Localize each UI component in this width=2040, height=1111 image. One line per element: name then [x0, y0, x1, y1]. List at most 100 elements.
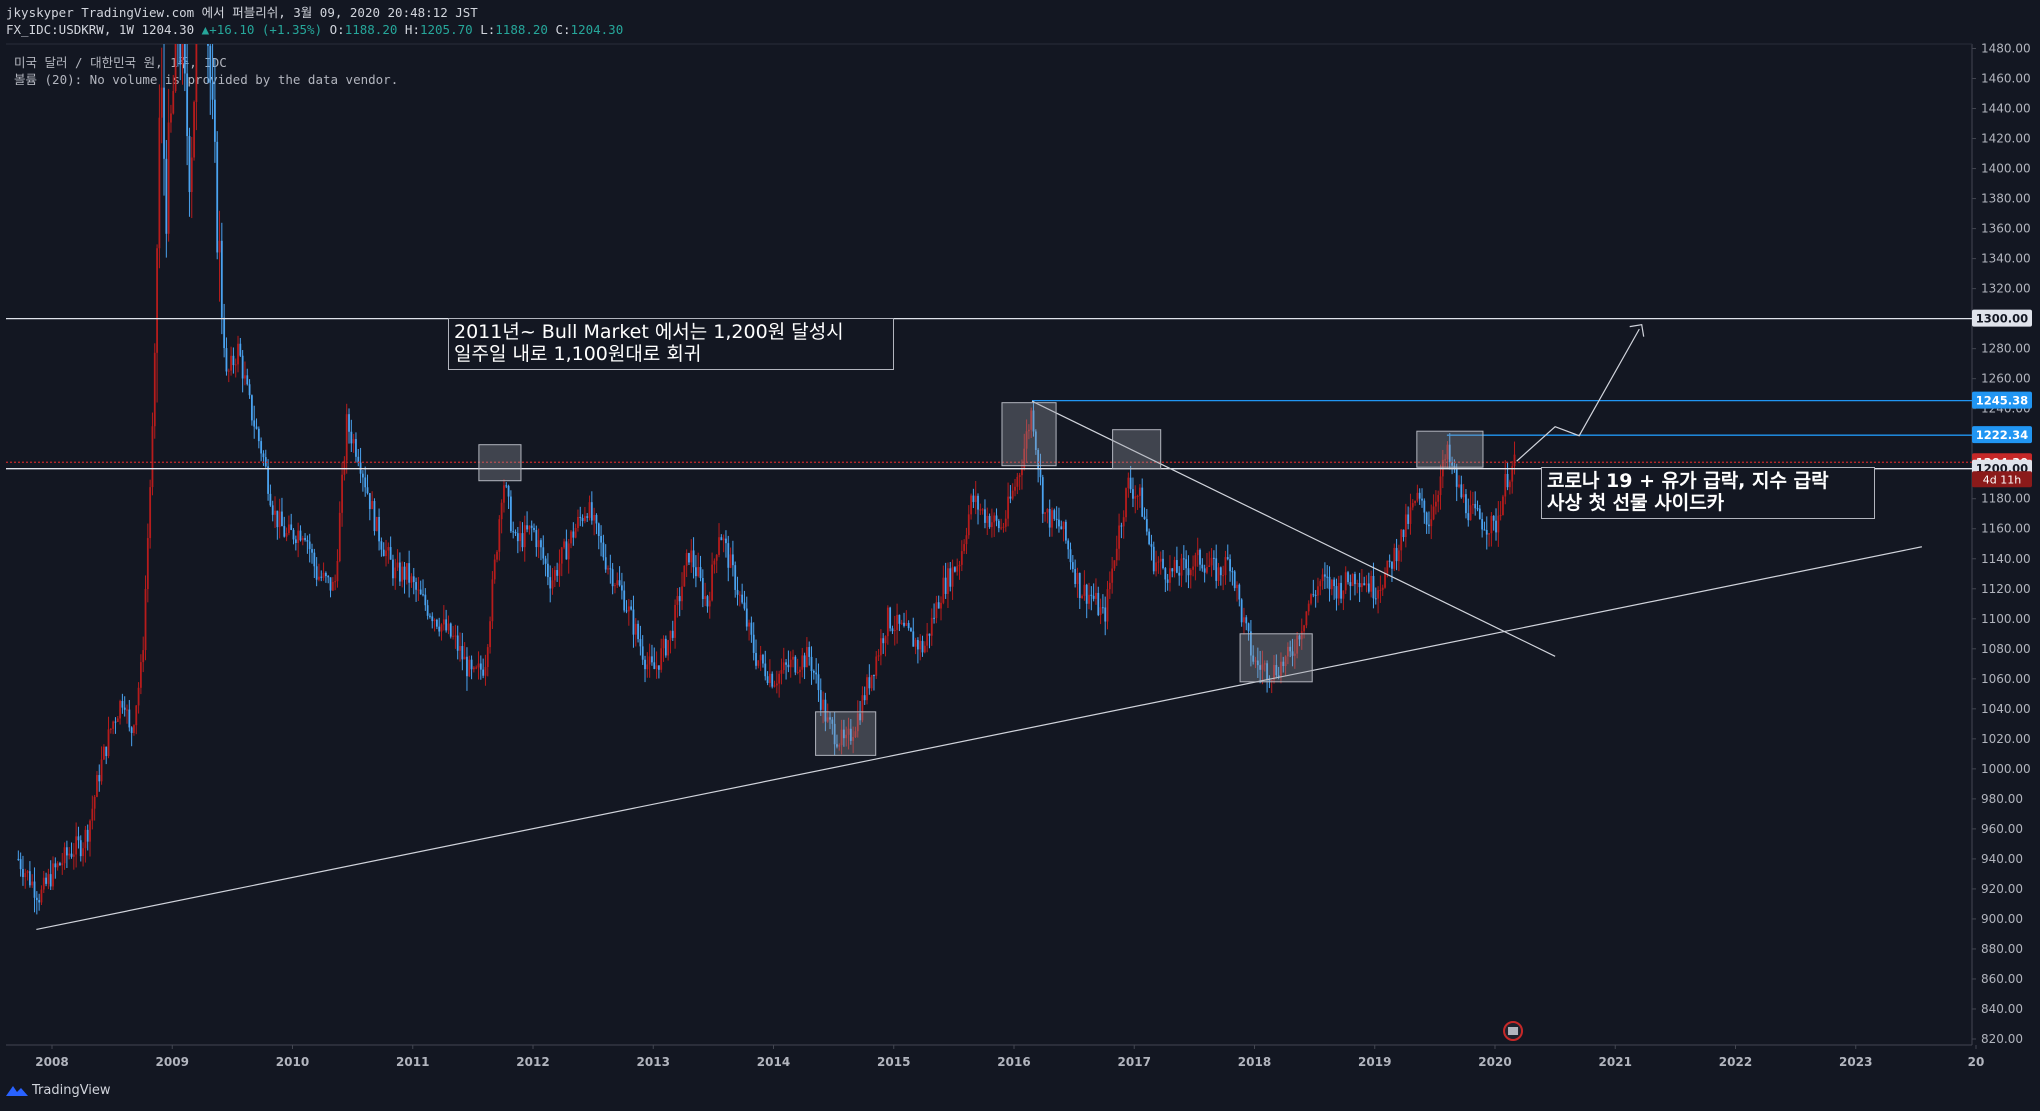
candle-body — [579, 516, 582, 518]
candle-body — [699, 567, 702, 579]
candle-body — [33, 881, 36, 898]
candle-body — [903, 622, 905, 626]
y-tick-label: 1180.00 — [1981, 492, 2031, 506]
candle-body — [1249, 631, 1252, 656]
candle-body — [762, 654, 764, 664]
candle-body — [674, 604, 676, 638]
candle-body — [1092, 595, 1095, 599]
candle-body — [1099, 607, 1102, 616]
candle-body — [1263, 663, 1266, 665]
candle-body — [1032, 410, 1035, 432]
candle-body — [731, 554, 734, 566]
candle-body — [1499, 515, 1502, 517]
candle-body — [1407, 514, 1410, 524]
candle-body — [158, 117, 161, 249]
candle-body — [875, 656, 878, 676]
candle-body — [348, 414, 350, 432]
candle-body — [639, 639, 642, 647]
candle-body — [422, 594, 424, 596]
candle-body — [667, 640, 670, 656]
candle-body — [417, 589, 420, 591]
candle-body — [463, 656, 466, 660]
candle-body — [1145, 519, 1148, 532]
candle-body — [870, 675, 873, 689]
candle-body — [230, 355, 232, 371]
candle-body — [708, 600, 711, 607]
candle-body — [842, 729, 845, 739]
candle-body — [1164, 568, 1167, 580]
candle-body — [299, 530, 302, 541]
volume-legend: 볼륨 (20): No volume is provided by the da… — [14, 72, 399, 87]
candle-body — [974, 495, 977, 503]
candle-body — [597, 523, 600, 536]
candle-body — [445, 619, 448, 631]
candle-body — [234, 364, 237, 366]
candle-body — [630, 606, 633, 610]
candle-body — [153, 352, 156, 427]
candle-body — [632, 609, 635, 635]
candle-body — [1034, 431, 1037, 450]
candle-body — [484, 667, 487, 676]
candle-body — [1282, 661, 1285, 667]
candle-body — [1044, 512, 1046, 514]
candle-body — [1127, 477, 1130, 489]
candle-body — [1497, 515, 1500, 533]
candle-body — [1411, 503, 1414, 508]
candle-body — [567, 543, 570, 560]
candle-body — [456, 635, 459, 651]
candle-body — [426, 605, 429, 616]
candle-body — [1120, 525, 1123, 527]
candle-body — [461, 646, 464, 660]
candle-body — [156, 248, 158, 353]
candle-body — [375, 517, 378, 532]
candle-body — [856, 713, 859, 732]
candle-body — [1416, 492, 1419, 501]
candle-body — [341, 474, 343, 513]
candle-body — [54, 863, 57, 868]
candle-body — [773, 685, 776, 687]
candle-body — [112, 721, 115, 729]
candle-body — [223, 317, 226, 349]
candle-body — [301, 538, 304, 541]
candle-body — [130, 727, 133, 733]
tradingview-logo[interactable]: TradingView — [6, 1083, 111, 1098]
candle-body — [526, 525, 528, 530]
candle-body — [551, 580, 554, 589]
high-value: 1205.70 — [419, 22, 473, 37]
candle-body — [338, 512, 341, 562]
candle-body — [1231, 571, 1234, 573]
candle-body — [657, 665, 660, 670]
candle-body — [142, 650, 145, 663]
candle-body — [1037, 449, 1040, 469]
candle-body — [1296, 635, 1299, 654]
candle-body — [1226, 557, 1229, 560]
candle-body — [172, 91, 175, 114]
candle-body — [1199, 549, 1201, 565]
candle-body — [655, 665, 658, 669]
candle-body — [1448, 444, 1451, 463]
candle-body — [1101, 607, 1104, 609]
candle-body — [498, 519, 501, 552]
y-tick-label: 1000.00 — [1981, 762, 2031, 776]
candle-body — [1104, 607, 1107, 622]
candle-body — [1414, 500, 1416, 504]
candle-body — [105, 746, 108, 757]
candle-body — [1018, 475, 1021, 477]
candle-body — [449, 623, 452, 637]
annotation-bull-market[interactable]: 2011년~ Bull Market 에서는 1,200원 달성시 일주일 내로… — [448, 318, 894, 370]
candle-body — [107, 729, 110, 757]
candle-body — [1215, 558, 1218, 581]
candle-body — [748, 622, 750, 627]
candle-body — [491, 579, 494, 622]
highlight-box — [1001, 402, 1057, 467]
candle-body — [616, 580, 619, 586]
annotation-corona[interactable]: 코로나 19 + 유가 급락, 지수 급락 사상 첫 선물 사이드카 — [1541, 467, 1875, 519]
candle-body — [1404, 514, 1407, 538]
candle-body — [787, 664, 790, 668]
candle-body — [877, 655, 880, 657]
candle-body — [144, 589, 147, 651]
candle-body — [928, 633, 931, 636]
candle-body — [977, 495, 979, 510]
projection-arrow — [1516, 328, 1640, 462]
